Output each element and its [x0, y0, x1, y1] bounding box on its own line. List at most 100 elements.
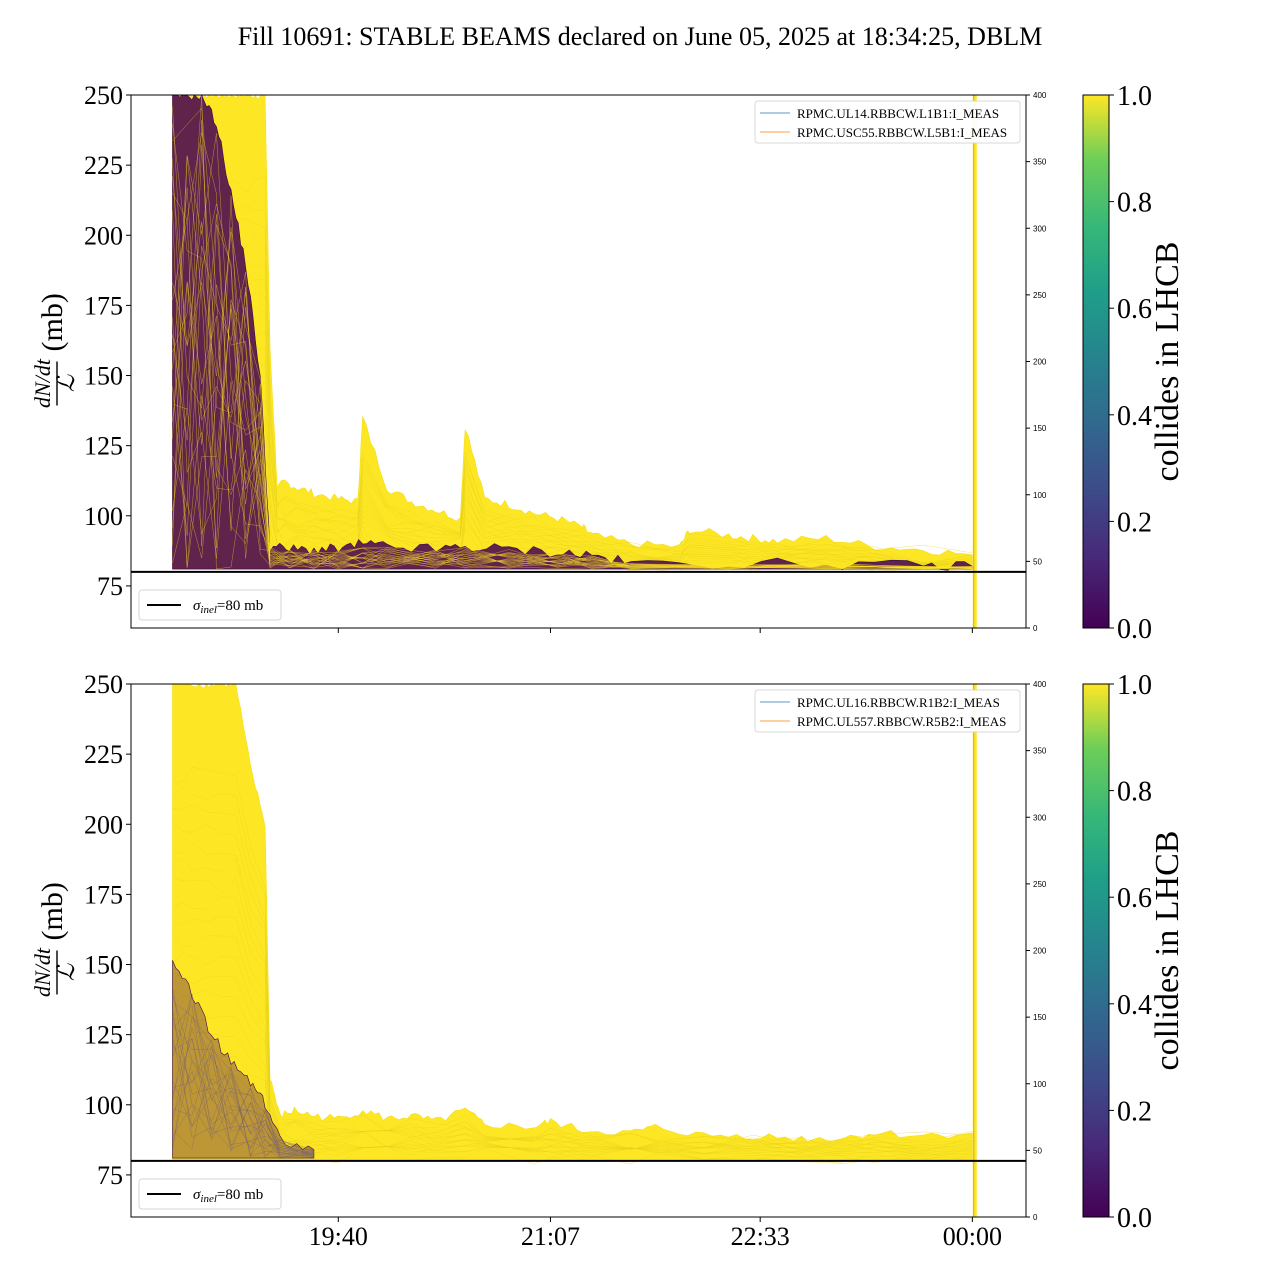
- y2-tick-label: 350: [1033, 158, 1047, 167]
- colorbar-tick-label: 0.6: [1117, 294, 1152, 325]
- end-spike: [972, 684, 977, 1217]
- y-axis-label: dN/dt ℒ (mb): [30, 882, 80, 997]
- colorbar-tick-label: 0.4: [1117, 990, 1152, 1021]
- yellow-strand: [172, 176, 973, 554]
- y-tick-label: 100: [84, 502, 123, 531]
- y-label-numerator: dN/dt: [30, 358, 55, 408]
- x-tick-label: 22:33: [731, 1222, 790, 1251]
- y-tick-label: 100: [84, 1091, 123, 1120]
- y-tick-label: 200: [84, 810, 123, 839]
- yellow-strand: [172, 1032, 973, 1164]
- yellow-strand: [172, 1015, 973, 1160]
- colorbar-tick-label: 0.0: [1117, 614, 1152, 645]
- yellow-strand: [172, 877, 973, 1154]
- yellow-strand: [172, 933, 973, 1154]
- purple-strand: [172, 221, 973, 569]
- plot-area: [172, 684, 977, 1217]
- yellow-envelope: [172, 95, 973, 570]
- y2-tick-label: 350: [1033, 747, 1047, 756]
- colorbar-tick-label: 0.2: [1117, 507, 1152, 538]
- sigma-legend-label: σinel=80 mb: [193, 1187, 263, 1205]
- top-panel: 75 100 125 150 175 200 225 250 0 50 100 150 200 250 30…: [30, 81, 1186, 645]
- legend-label: RPMC.UL14.RBBCW.L1B1:I_MEAS: [797, 106, 999, 121]
- y2-tick-label: 250: [1033, 291, 1047, 300]
- y-tick-label: 75: [97, 1161, 123, 1190]
- y-tick-label: 250: [84, 670, 123, 699]
- yellow-strand: [172, 895, 973, 1156]
- y2-tick-label: 100: [1033, 491, 1047, 500]
- colorbar-label: collides in LHCB: [1149, 242, 1186, 482]
- legend-box: [754, 689, 1021, 733]
- sigma-legend-label: σinel=80 mb: [193, 598, 263, 616]
- purple-envelope: [172, 95, 973, 571]
- purple-strand: [172, 1001, 314, 1156]
- purple-strand: [172, 1037, 314, 1155]
- legend-label: RPMC.UL557.RBBCW.R5B2:I_MEAS: [797, 714, 1006, 729]
- yellow-envelope: [172, 684, 973, 1162]
- sigma-legend-box: [138, 589, 282, 621]
- bottom-panel: 75 100 125 150 175 200 225 250 0 50 100 150 200 250 30…: [30, 670, 1186, 1251]
- yellow-strand: [172, 974, 973, 1160]
- x-tick-label: 21:07: [521, 1222, 580, 1251]
- colorbar: [1082, 94, 1110, 629]
- purple-strand: [172, 994, 314, 1153]
- y-tick-label: 200: [84, 221, 123, 250]
- y2-tick-label: 150: [1033, 424, 1047, 433]
- y-label-denominator: ℒ: [54, 374, 80, 392]
- y2-tick-label: 200: [1033, 358, 1047, 367]
- yellow-strand: [172, 951, 973, 1158]
- purple-strand: [172, 1059, 314, 1156]
- y-tick-label: 175: [84, 291, 123, 320]
- purple-strand: [172, 1078, 315, 1156]
- yellow-strand: [172, 1044, 973, 1162]
- colorbar-tick-label: 1.0: [1117, 670, 1152, 701]
- yellow-strand: [172, 804, 973, 1151]
- y-label-numerator: dN/dt: [30, 947, 55, 997]
- y-tick-label: 225: [84, 740, 123, 769]
- y-tick-label: 225: [84, 151, 123, 180]
- yellow-strand: [172, 842, 973, 1153]
- colorbar-tick-label: 1.0: [1117, 81, 1152, 112]
- purple-strand: [172, 1038, 314, 1155]
- y-tick-label: 250: [84, 81, 123, 110]
- purple-strand: [172, 1045, 314, 1153]
- plot-area: [172, 95, 977, 628]
- y2-tick-label: 100: [1033, 1080, 1047, 1089]
- yellow-strand: [172, 821, 973, 1151]
- y2-tick-label: 300: [1033, 813, 1047, 822]
- end-spike: [972, 95, 977, 628]
- y-tick-label: 75: [97, 572, 123, 601]
- legend-label: RPMC.USC55.RBBCW.L5B1:I_MEAS: [797, 125, 1007, 140]
- yellow-strand: [172, 989, 973, 1159]
- y-label-unit: (mb): [36, 293, 69, 351]
- purple-strand: [172, 986, 314, 1158]
- purple-strand: [172, 281, 973, 569]
- y-label-denominator: ℒ: [54, 963, 80, 981]
- chart-title: Fill 10691: STABLE BEAMS declared on Jun…: [238, 22, 1043, 51]
- y2-tick-label: 400: [1033, 91, 1047, 100]
- colorbar-tick-label: 0.8: [1117, 188, 1152, 219]
- y2-tick-label: 300: [1033, 224, 1047, 233]
- legend-label: RPMC.UL16.RBBCW.R1B2:I_MEAS: [797, 695, 1000, 710]
- y-tick-label: 150: [84, 951, 123, 980]
- y2-tick-label: 50: [1033, 557, 1042, 566]
- yellow-strand: [172, 858, 973, 1151]
- y-label-unit: (mb): [36, 882, 69, 940]
- y2-tick-label: 0: [1033, 624, 1038, 633]
- colorbar-tick-label: 0.4: [1117, 401, 1152, 432]
- legend-box: [754, 100, 1021, 144]
- purple-strand: [172, 299, 973, 570]
- colorbar-label: collides in LHCB: [1149, 831, 1186, 1071]
- colorbar-tick-label: 0.2: [1117, 1096, 1152, 1127]
- y2-tick-label: 50: [1033, 1146, 1042, 1155]
- yellow-strand: [172, 786, 973, 1149]
- purple-strand: [172, 218, 973, 569]
- y-tick-label: 150: [84, 362, 123, 391]
- x-tick-label: 19:40: [309, 1222, 368, 1251]
- colorbar-tick-label: 0.0: [1117, 1203, 1152, 1234]
- purple-strand: [172, 994, 314, 1158]
- colorbar: [1082, 683, 1110, 1218]
- colorbar-tick-label: 0.6: [1117, 883, 1152, 914]
- y2-tick-label: 400: [1033, 680, 1047, 689]
